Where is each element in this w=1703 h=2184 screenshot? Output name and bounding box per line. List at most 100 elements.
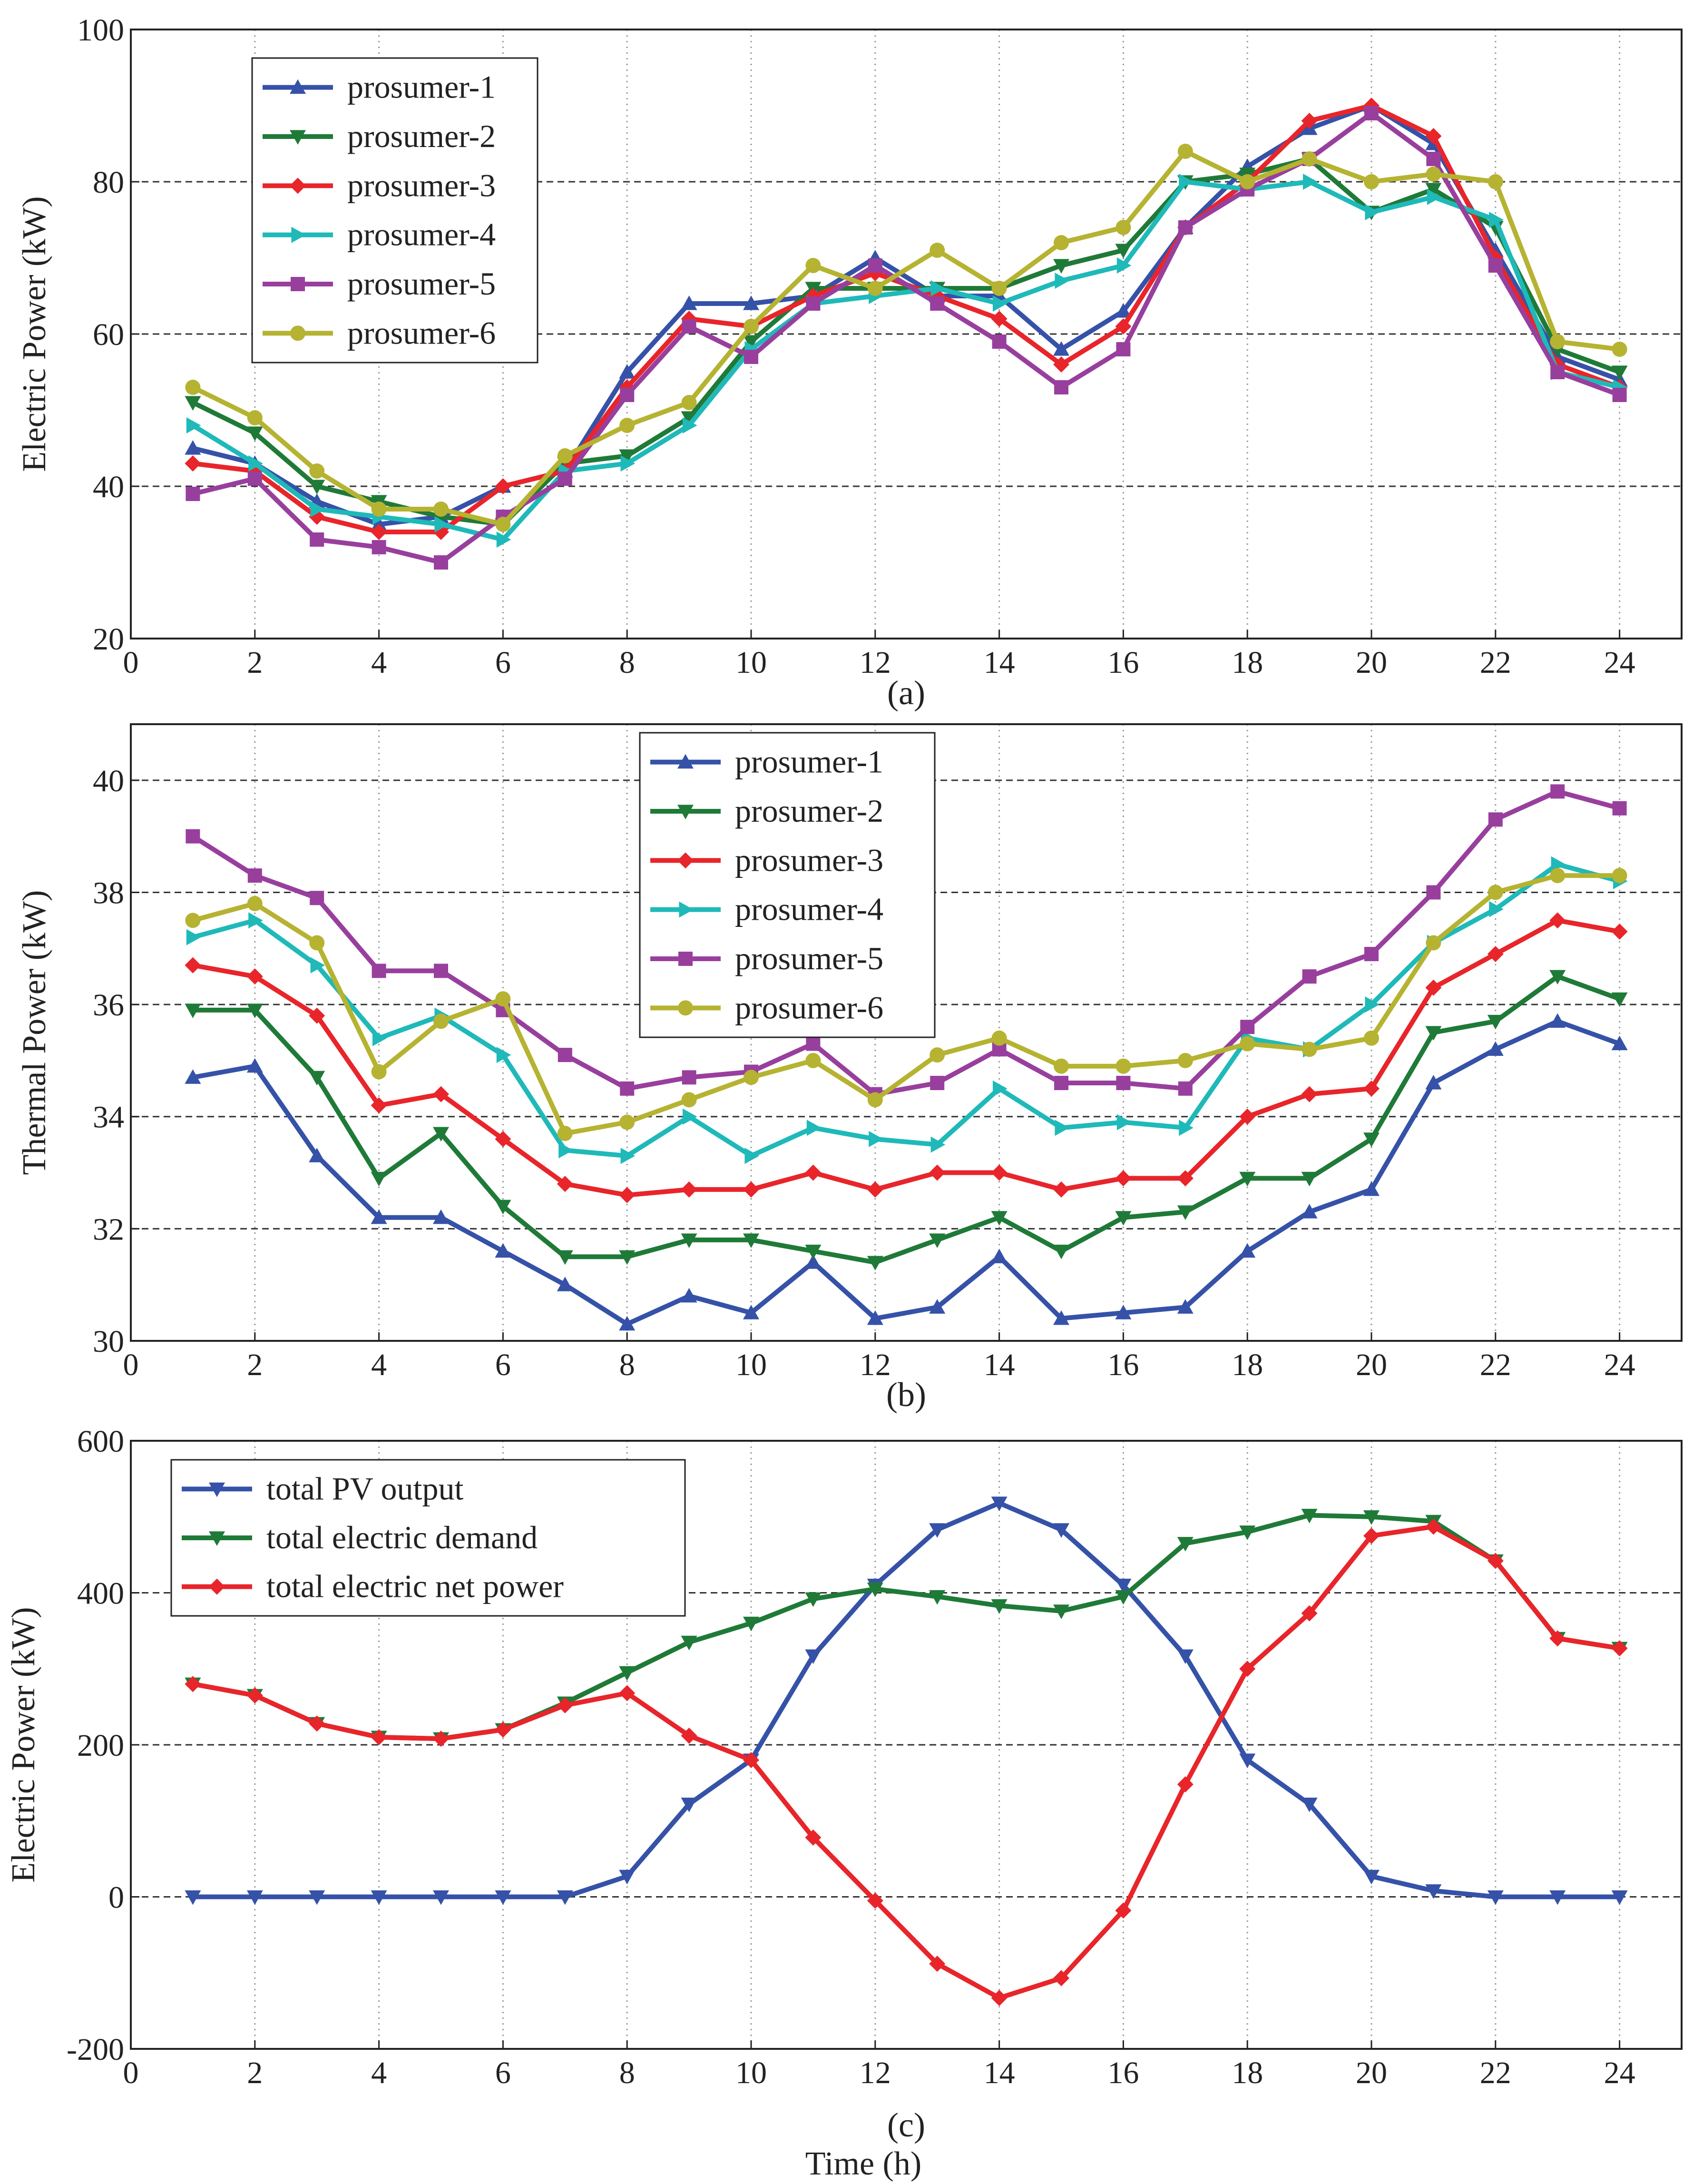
x-tick-label: 4 [371, 1348, 387, 1382]
data-point [186, 417, 201, 433]
x-tick-label: 14 [984, 645, 1015, 680]
data-point [1115, 1578, 1132, 1594]
data-point [1240, 1036, 1255, 1052]
x-tick-label: 18 [1232, 645, 1263, 680]
data-point [1301, 1204, 1318, 1219]
legend-label: prosumer-1 [735, 744, 883, 780]
data-point [681, 395, 697, 410]
data-point [1425, 1518, 1442, 1535]
legend-swatch-marker [291, 277, 305, 291]
data-point [557, 1250, 573, 1265]
data-point [1364, 174, 1379, 189]
data-point [185, 455, 201, 472]
data-point [372, 1030, 387, 1046]
series-prosumer-5 [186, 784, 1627, 1102]
data-point [1611, 923, 1628, 940]
data-point [1365, 996, 1380, 1013]
x-tick-label: 8 [619, 645, 635, 680]
data-point [433, 1013, 449, 1029]
data-point [371, 516, 387, 531]
legend-label: prosumer-2 [347, 118, 496, 154]
data-point [246, 1890, 263, 1905]
data-point [681, 1727, 697, 1744]
data-point [929, 1233, 946, 1248]
data-point [1239, 1171, 1256, 1187]
x-tick-label: 8 [619, 1348, 635, 1382]
series-prosumer-6 [185, 144, 1627, 532]
data-point [1053, 1604, 1069, 1619]
legend-swatch-marker [209, 1578, 225, 1595]
data-point [1488, 258, 1503, 273]
data-point [1302, 1042, 1317, 1057]
data-point [247, 410, 263, 425]
data-point [1550, 868, 1566, 884]
data-point [1425, 128, 1442, 144]
data-point [1549, 970, 1566, 985]
data-point [806, 296, 821, 311]
data-point [1177, 1205, 1194, 1220]
data-point [1116, 1114, 1132, 1131]
data-point [991, 1989, 1008, 2006]
data-point [619, 449, 636, 464]
data-point [248, 455, 263, 472]
data-point [619, 1316, 636, 1331]
data-point [246, 1003, 263, 1018]
data-point [371, 1890, 387, 1905]
series-total-electric-net-power [185, 1518, 1628, 2006]
data-point [682, 319, 696, 334]
data-point [1549, 1890, 1566, 1905]
data-point [1488, 812, 1503, 827]
x-tick-label: 22 [1480, 645, 1511, 680]
data-point [1116, 342, 1131, 356]
y-tick-label: 0 [108, 1880, 124, 1915]
data-point [309, 1071, 325, 1086]
data-point [1054, 1058, 1069, 1074]
panel-label: (c) [887, 2106, 925, 2144]
x-tick-label: 24 [1604, 2056, 1635, 2090]
data-point [433, 1127, 449, 1142]
data-point [495, 1890, 511, 1905]
data-point [186, 929, 201, 945]
data-point [991, 1211, 1008, 1226]
data-point [681, 1635, 697, 1651]
data-point [1365, 204, 1380, 220]
data-point [1053, 1310, 1069, 1325]
data-point [185, 1003, 201, 1018]
data-point [1054, 380, 1068, 394]
data-point [1053, 1970, 1069, 1987]
data-point [372, 964, 386, 978]
data-point [310, 891, 324, 905]
data-point [246, 1687, 263, 1704]
data-point [1053, 356, 1069, 373]
legend-label: total electric demand [266, 1519, 538, 1555]
y-axis-label: Electric Power (kW) [5, 1607, 42, 1882]
x-tick-label: 8 [619, 2056, 635, 2090]
data-point [1425, 1075, 1442, 1090]
data-point [1177, 1053, 1193, 1068]
x-tick-label: 10 [735, 2056, 767, 2090]
data-point [1301, 1508, 1318, 1524]
data-point [805, 1829, 822, 1846]
data-point [371, 524, 387, 540]
data-point [1612, 868, 1627, 884]
data-point [1239, 1661, 1256, 1677]
data-point [1179, 1120, 1194, 1136]
data-point [1116, 257, 1132, 274]
y-tick-label: 200 [77, 1728, 124, 1763]
y-tick-label: 32 [93, 1212, 124, 1247]
data-point [1364, 1030, 1379, 1046]
data-point [1303, 174, 1318, 190]
data-point [743, 1616, 759, 1632]
data-point [619, 1114, 635, 1130]
data-point [867, 1310, 883, 1325]
x-tick-label: 14 [984, 2056, 1015, 2090]
panel-c: 0 2 4 6 8 10 12 14 16 18 20 22 24-2000200400600Elect… [5, 1424, 1683, 2144]
y-tick-label: 40 [93, 470, 124, 504]
data-point [1425, 979, 1442, 996]
data-point [806, 1036, 821, 1051]
data-point [495, 517, 511, 532]
data-point [1178, 1081, 1193, 1096]
x-tick-label: 2 [247, 645, 263, 680]
data-point [1611, 1640, 1628, 1657]
legend-label: total PV output [266, 1470, 463, 1506]
